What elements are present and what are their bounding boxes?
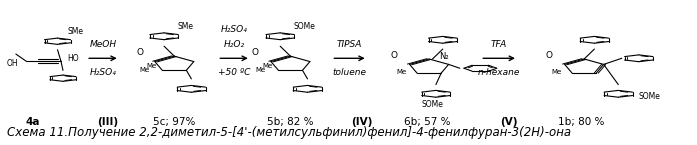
Text: toluene: toluene <box>332 68 367 77</box>
Text: SOMe: SOMe <box>294 22 316 31</box>
Text: (V): (V) <box>500 117 518 127</box>
Text: Me: Me <box>396 69 406 75</box>
Text: +50 ºC: +50 ºC <box>218 68 250 77</box>
Text: Me: Me <box>256 67 266 73</box>
Text: 1b; 80 %: 1b; 80 % <box>558 117 604 127</box>
Text: Me: Me <box>551 69 561 75</box>
Text: (IV): (IV) <box>351 117 373 127</box>
Text: OH: OH <box>7 59 18 68</box>
Text: O: O <box>137 48 144 57</box>
Text: SOMe: SOMe <box>639 92 661 101</box>
Text: n-hexane: n-hexane <box>478 68 520 77</box>
Text: MeOH: MeOH <box>89 40 116 49</box>
Text: H₂O₂: H₂O₂ <box>224 40 245 49</box>
Text: Схема 11.Получение 2,2-диметил-5-[4'-(метилсульфинил)фенил]-4-фенилфуран-3(2Н)-о: Схема 11.Получение 2,2-диметил-5-[4'-(ме… <box>7 126 571 139</box>
Text: H₂SO₄: H₂SO₄ <box>221 25 247 34</box>
Text: TFA: TFA <box>491 40 507 49</box>
Text: 5b; 82 %: 5b; 82 % <box>267 117 314 127</box>
Text: Me: Me <box>263 63 273 69</box>
Text: N₂: N₂ <box>439 52 449 61</box>
Text: SMe: SMe <box>68 27 84 36</box>
Text: TIPSA: TIPSA <box>337 40 362 49</box>
Text: O: O <box>390 51 397 60</box>
Text: H₂SO₄: H₂SO₄ <box>89 68 116 77</box>
Text: (III): (III) <box>98 117 118 127</box>
Text: SOMe: SOMe <box>422 100 443 109</box>
Text: SMe: SMe <box>178 22 194 31</box>
Text: Me: Me <box>139 67 150 73</box>
Text: O: O <box>545 51 552 60</box>
Text: 5c; 97%: 5c; 97% <box>153 117 195 127</box>
Text: Me: Me <box>146 63 157 69</box>
Text: O: O <box>252 48 259 57</box>
Text: 4a: 4a <box>26 117 40 127</box>
Text: 6b; 57 %: 6b; 57 % <box>404 117 450 127</box>
Text: HO: HO <box>68 54 79 63</box>
